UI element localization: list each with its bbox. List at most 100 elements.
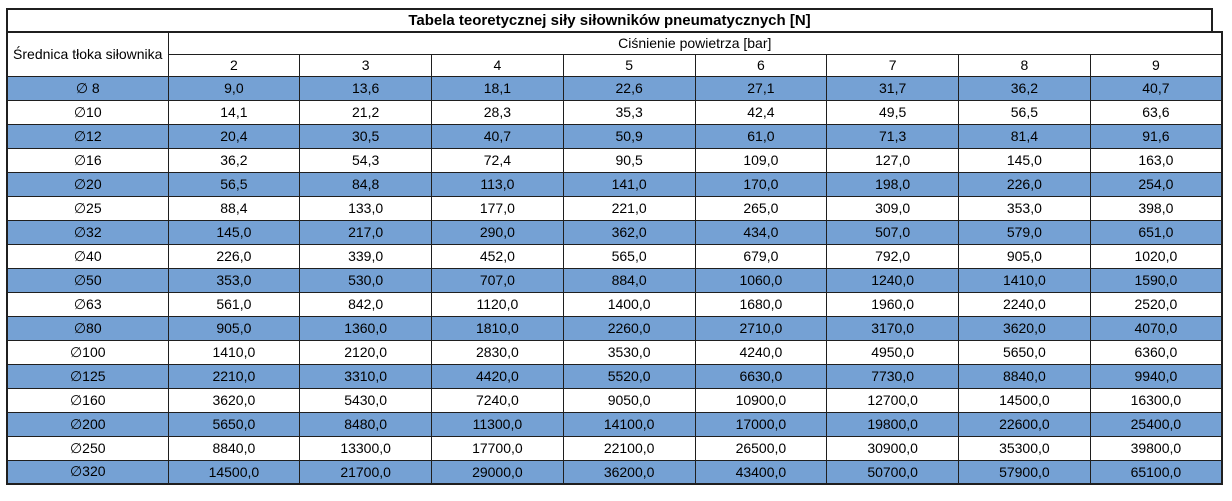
force-cell: 57900,0 <box>958 459 1091 485</box>
pressure-value-header: 7 <box>826 53 959 77</box>
force-cell: 265,0 <box>694 195 828 221</box>
force-cell: 56,5 <box>167 171 301 197</box>
force-cell: 707,0 <box>431 267 564 293</box>
force-cell: 5430,0 <box>299 387 432 413</box>
table-row: ∅25 88,4 133,0 177,0 221,0 265,0 309,0 353,0 398… <box>6 195 1223 221</box>
force-cell: 91,6 <box>1089 123 1223 149</box>
pressure-value-header: 4 <box>431 53 564 77</box>
force-cell: 3620,0 <box>958 315 1091 341</box>
table-row: ∅32 145,0 217,0 290,0 362,0 434,0 507,0 579,0 65… <box>6 219 1223 245</box>
force-cell: 10900,0 <box>694 387 828 413</box>
force-cell: 36,2 <box>958 75 1091 101</box>
force-cell: 1060,0 <box>694 267 828 293</box>
force-cell: 19800,0 <box>826 411 959 437</box>
table-row: ∅20 56,5 84,8 113,0 141,0 170,0 198,0 226,0 254,… <box>6 171 1223 197</box>
force-cell: 217,0 <box>299 219 432 245</box>
force-cell: 9940,0 <box>1089 363 1223 389</box>
pressure-value-header: 3 <box>299 53 432 77</box>
force-cell: 109,0 <box>694 147 828 173</box>
force-cell: 35300,0 <box>958 435 1091 461</box>
force-cell: 290,0 <box>431 219 564 245</box>
table-row: ∅80 905,0 1360,0 1810,0 2260,0 2710,0 3170,0 36… <box>6 315 1223 341</box>
force-cell: 5650,0 <box>958 339 1091 365</box>
force-cell: 792,0 <box>826 243 959 269</box>
force-cell: 14500,0 <box>958 387 1091 413</box>
diameter-cell: ∅100 <box>6 339 169 365</box>
force-cell: 1590,0 <box>1089 267 1223 293</box>
force-cell: 561,0 <box>167 291 301 317</box>
force-cell: 905,0 <box>958 243 1091 269</box>
force-cell: 29000,0 <box>431 459 564 485</box>
diameter-column-header: Średnica tłoka siłownika <box>6 31 169 77</box>
force-cell: 226,0 <box>958 171 1091 197</box>
diameter-cell: ∅16 <box>6 147 169 173</box>
force-cell: 679,0 <box>694 243 828 269</box>
force-cell: 14,1 <box>167 99 301 125</box>
force-cell: 5650,0 <box>167 411 301 437</box>
force-cell: 3170,0 <box>826 315 959 341</box>
force-cell: 71,3 <box>826 123 959 149</box>
diameter-cell: ∅63 <box>6 291 169 317</box>
force-cell: 50,9 <box>562 123 696 149</box>
force-cell: 84,8 <box>299 171 432 197</box>
force-cell: 39800,0 <box>1089 435 1223 461</box>
force-cell: 2210,0 <box>167 363 301 389</box>
force-table-container: Tabela teoretycznej siły siłowników pneu… <box>6 8 1223 485</box>
force-cell: 163,0 <box>1089 147 1223 173</box>
table-row: ∅320 14500,0 21700,0 29000,0 36200,0 43400,0 5… <box>6 459 1223 485</box>
diameter-cell: ∅10 <box>6 99 169 125</box>
force-cell: 50700,0 <box>826 459 959 485</box>
force-cell: 21700,0 <box>299 459 432 485</box>
diameter-cell: ∅25 <box>6 195 169 221</box>
force-cell: 530,0 <box>299 267 432 293</box>
force-cell: 14100,0 <box>562 411 696 437</box>
pressure-value-header: 9 <box>1089 53 1223 77</box>
force-cell: 4070,0 <box>1089 315 1223 341</box>
force-cell: 339,0 <box>299 243 432 269</box>
force-cell: 3310,0 <box>299 363 432 389</box>
force-cell: 6360,0 <box>1089 339 1223 365</box>
force-cell: 1400,0 <box>562 291 696 317</box>
force-cell: 4420,0 <box>431 363 564 389</box>
table-row: ∅250 8840,0 13300,0 17700,0 22100,0 26500,0 30… <box>6 435 1223 461</box>
force-cell: 22100,0 <box>562 435 696 461</box>
table-row: ∅63 561,0 842,0 1120,0 1400,0 1680,0 1960,0 224… <box>6 291 1223 317</box>
force-cell: 145,0 <box>167 219 301 245</box>
table-row: ∅16 36,2 54,3 72,4 90,5 109,0 127,0 145,0 163,0 <box>6 147 1223 173</box>
force-cell: 4240,0 <box>694 339 828 365</box>
force-cell: 170,0 <box>694 171 828 197</box>
diameter-cell: ∅40 <box>6 243 169 269</box>
force-cell: 177,0 <box>431 195 564 221</box>
table-row: ∅10 14,1 21,2 28,3 35,3 42,4 49,5 56,5 63,6 <box>6 99 1223 125</box>
pressure-group-header: Ciśnienie powietrza [bar] <box>167 31 1223 55</box>
force-cell: 12700,0 <box>826 387 959 413</box>
force-cell: 22600,0 <box>958 411 1091 437</box>
force-cell: 842,0 <box>299 291 432 317</box>
force-cell: 13300,0 <box>299 435 432 461</box>
force-cell: 221,0 <box>562 195 696 221</box>
pressure-value-header: 2 <box>167 53 301 77</box>
force-cell: 31,7 <box>826 75 959 101</box>
force-cell: 9,0 <box>167 75 301 101</box>
force-cell: 35,3 <box>562 99 696 125</box>
force-cell: 2520,0 <box>1089 291 1223 317</box>
force-cell: 14500,0 <box>167 459 301 485</box>
table-header: Średnica tłoka siłownika Ciśnienie powie… <box>6 31 1223 77</box>
force-cell: 8840,0 <box>958 363 1091 389</box>
force-cell: 353,0 <box>167 267 301 293</box>
force-cell: 30,5 <box>299 123 432 149</box>
force-cell: 1410,0 <box>167 339 301 365</box>
force-cell: 61,0 <box>694 123 828 149</box>
force-cell: 1360,0 <box>299 315 432 341</box>
force-cell: 2710,0 <box>694 315 828 341</box>
force-cell: 1120,0 <box>431 291 564 317</box>
diameter-cell: ∅80 <box>6 315 169 341</box>
force-cell: 5520,0 <box>562 363 696 389</box>
force-cell: 9050,0 <box>562 387 696 413</box>
diameter-cell: ∅ 8 <box>6 75 169 101</box>
force-cell: 309,0 <box>826 195 959 221</box>
force-cell: 26500,0 <box>694 435 828 461</box>
force-cell: 362,0 <box>562 219 696 245</box>
